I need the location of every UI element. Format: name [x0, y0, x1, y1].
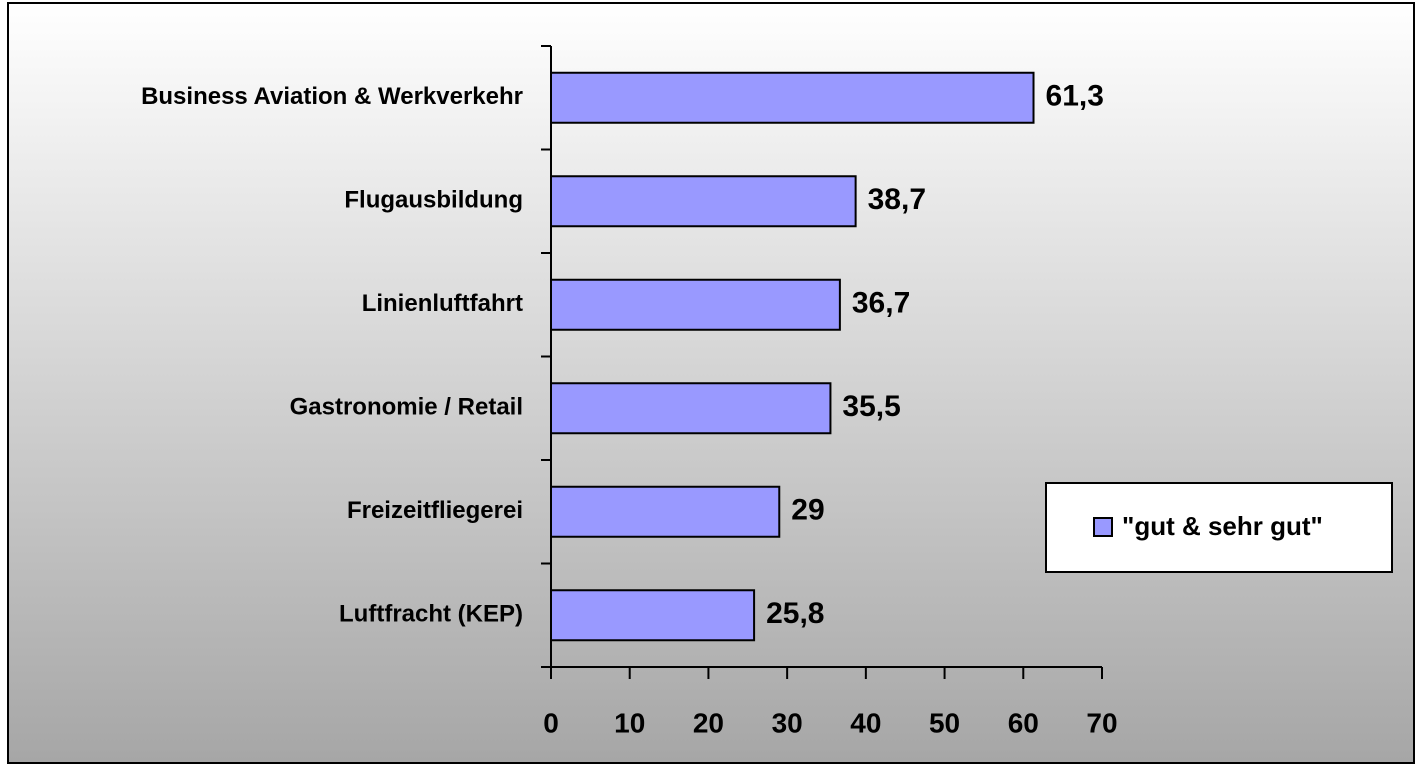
y-tick-label: Flugausbildung	[344, 187, 523, 214]
data-label: 38,7	[868, 183, 926, 216]
legend-label: "gut & sehr gut"	[1122, 511, 1323, 541]
bar	[550, 175, 857, 228]
x-tick-label: 50	[929, 707, 960, 738]
y-tick-label: Gastronomie / Retail	[290, 394, 523, 421]
x-tick-label: 70	[1086, 707, 1117, 738]
data-label: 36,7	[852, 287, 910, 320]
y-tick-label: Business Aviation & Werkverkehr	[141, 83, 523, 110]
x-tick-label: 0	[543, 707, 559, 738]
data-label: 25,8	[766, 597, 824, 630]
y-tick-label: Luftfracht (KEP)	[339, 601, 523, 628]
bar	[550, 589, 756, 642]
x-tick-label: 20	[693, 707, 724, 738]
data-label: 61,3	[1046, 80, 1104, 113]
legend-swatch	[1093, 517, 1113, 537]
data-label: 35,5	[842, 390, 900, 423]
x-tick-label: 60	[1008, 707, 1039, 738]
y-tick-label: Freizeitfliegerei	[347, 497, 523, 524]
y-tick-label: Linienluftfahrt	[362, 290, 523, 317]
x-tick-label: 10	[614, 707, 645, 738]
bar	[550, 485, 781, 538]
data-label: 29	[791, 494, 824, 527]
bar	[550, 382, 832, 435]
x-tick-label: 30	[772, 707, 803, 738]
x-tick-label: 40	[850, 707, 881, 738]
bar	[550, 71, 1035, 124]
bar	[550, 278, 841, 331]
